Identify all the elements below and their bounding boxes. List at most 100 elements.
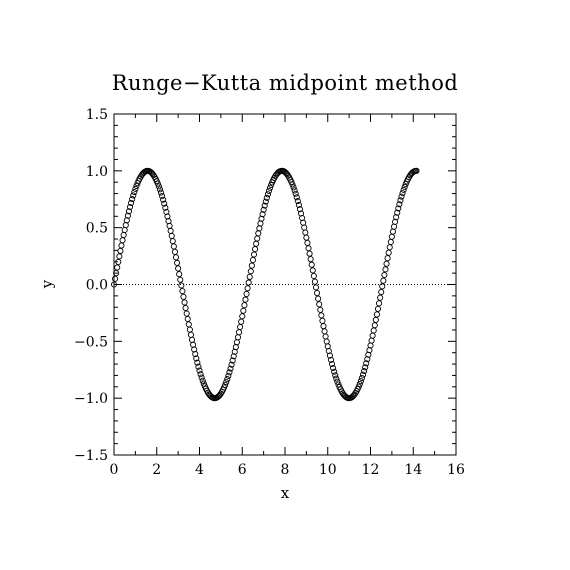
x-tick-label: 2 — [152, 462, 161, 478]
data-point — [163, 208, 170, 216]
data-point — [359, 371, 367, 378]
data-point — [395, 205, 402, 212]
data-point — [245, 279, 252, 286]
x-axis-label: x — [281, 484, 290, 502]
data-point — [178, 282, 185, 289]
data-point — [126, 203, 134, 211]
data-point — [388, 233, 395, 240]
data-point — [183, 310, 190, 317]
data-point — [197, 371, 204, 378]
data-point — [397, 197, 404, 204]
data-point — [306, 250, 313, 257]
data-point — [118, 242, 125, 249]
data-point — [248, 262, 255, 269]
data-point — [175, 265, 182, 272]
chart-title: Runge−Kutta midpoint method — [112, 71, 459, 95]
data-point — [290, 184, 297, 191]
data-point — [261, 202, 268, 209]
data-point — [120, 232, 127, 239]
data-point — [396, 201, 403, 208]
data-point — [398, 193, 405, 200]
data-point — [167, 227, 174, 234]
data-point — [413, 167, 420, 174]
data-point — [172, 254, 180, 261]
y-tick-label: −1.0 — [74, 391, 108, 407]
data-point — [233, 339, 240, 346]
data-point — [362, 364, 369, 371]
data-point — [264, 191, 271, 198]
data-point — [310, 272, 317, 280]
y-tick-label: 1.5 — [86, 107, 108, 123]
data-point — [364, 356, 371, 363]
data-point — [384, 255, 391, 262]
data-point — [180, 293, 187, 300]
data-point — [301, 224, 308, 231]
data-point — [171, 248, 178, 255]
data-point — [266, 184, 274, 191]
data-point — [325, 347, 332, 355]
y-tick-label: 1.0 — [86, 164, 108, 180]
data-point — [375, 300, 383, 307]
data-point — [300, 219, 307, 226]
data-point — [390, 223, 398, 230]
data-point — [249, 256, 256, 264]
y-tick-label: 0.0 — [86, 278, 108, 294]
data-point — [166, 222, 173, 229]
data-point — [161, 200, 168, 207]
axes: 0 2 4 6 8 10 12 14 16 −1.5 −1.0 −0.5 0.0 0.5 1.0 1.5 — [74, 107, 465, 478]
data-point — [321, 328, 328, 335]
data-point — [317, 306, 324, 313]
data-point — [184, 315, 191, 323]
data-point — [312, 284, 320, 291]
data-point — [250, 251, 258, 258]
data-point — [289, 181, 296, 188]
data-point — [192, 350, 199, 358]
data-point — [258, 215, 265, 222]
data-point — [156, 186, 164, 193]
data-point — [124, 212, 131, 219]
data-point — [265, 187, 273, 194]
data-point — [260, 206, 267, 213]
x-tick-label: 10 — [319, 462, 337, 478]
data-point — [305, 245, 312, 252]
data-point — [319, 317, 326, 324]
data-point — [314, 289, 321, 297]
data-point — [292, 190, 299, 197]
data-point — [259, 211, 266, 218]
data-point — [387, 238, 394, 246]
x-tick-label: 12 — [362, 462, 380, 478]
data-point — [234, 334, 242, 341]
data-point — [225, 372, 232, 379]
data-point — [297, 210, 305, 217]
data-point — [179, 288, 186, 295]
data-point — [177, 276, 184, 283]
data-point — [162, 204, 169, 211]
data-point — [332, 372, 339, 379]
data-point — [227, 365, 234, 372]
data-point — [307, 256, 314, 263]
data-point — [228, 361, 235, 368]
data-point — [246, 273, 253, 280]
data-point — [358, 374, 366, 382]
data-point — [112, 275, 119, 282]
data-point — [394, 209, 401, 216]
data-point — [294, 197, 301, 205]
x-tick-label: 8 — [281, 462, 290, 478]
data-point — [125, 208, 133, 215]
data-point — [291, 187, 298, 194]
data-point — [186, 326, 193, 333]
data-point — [323, 338, 330, 345]
data-point — [196, 367, 203, 374]
data-point — [194, 359, 201, 366]
data-point — [262, 198, 269, 205]
data-point — [242, 296, 249, 303]
data-point — [333, 375, 340, 382]
data-point — [154, 180, 161, 187]
data-point — [223, 379, 230, 386]
data-point — [117, 247, 124, 254]
data-point — [303, 234, 310, 241]
data-point — [368, 337, 375, 344]
data-point — [188, 336, 196, 343]
data-point — [193, 355, 200, 362]
